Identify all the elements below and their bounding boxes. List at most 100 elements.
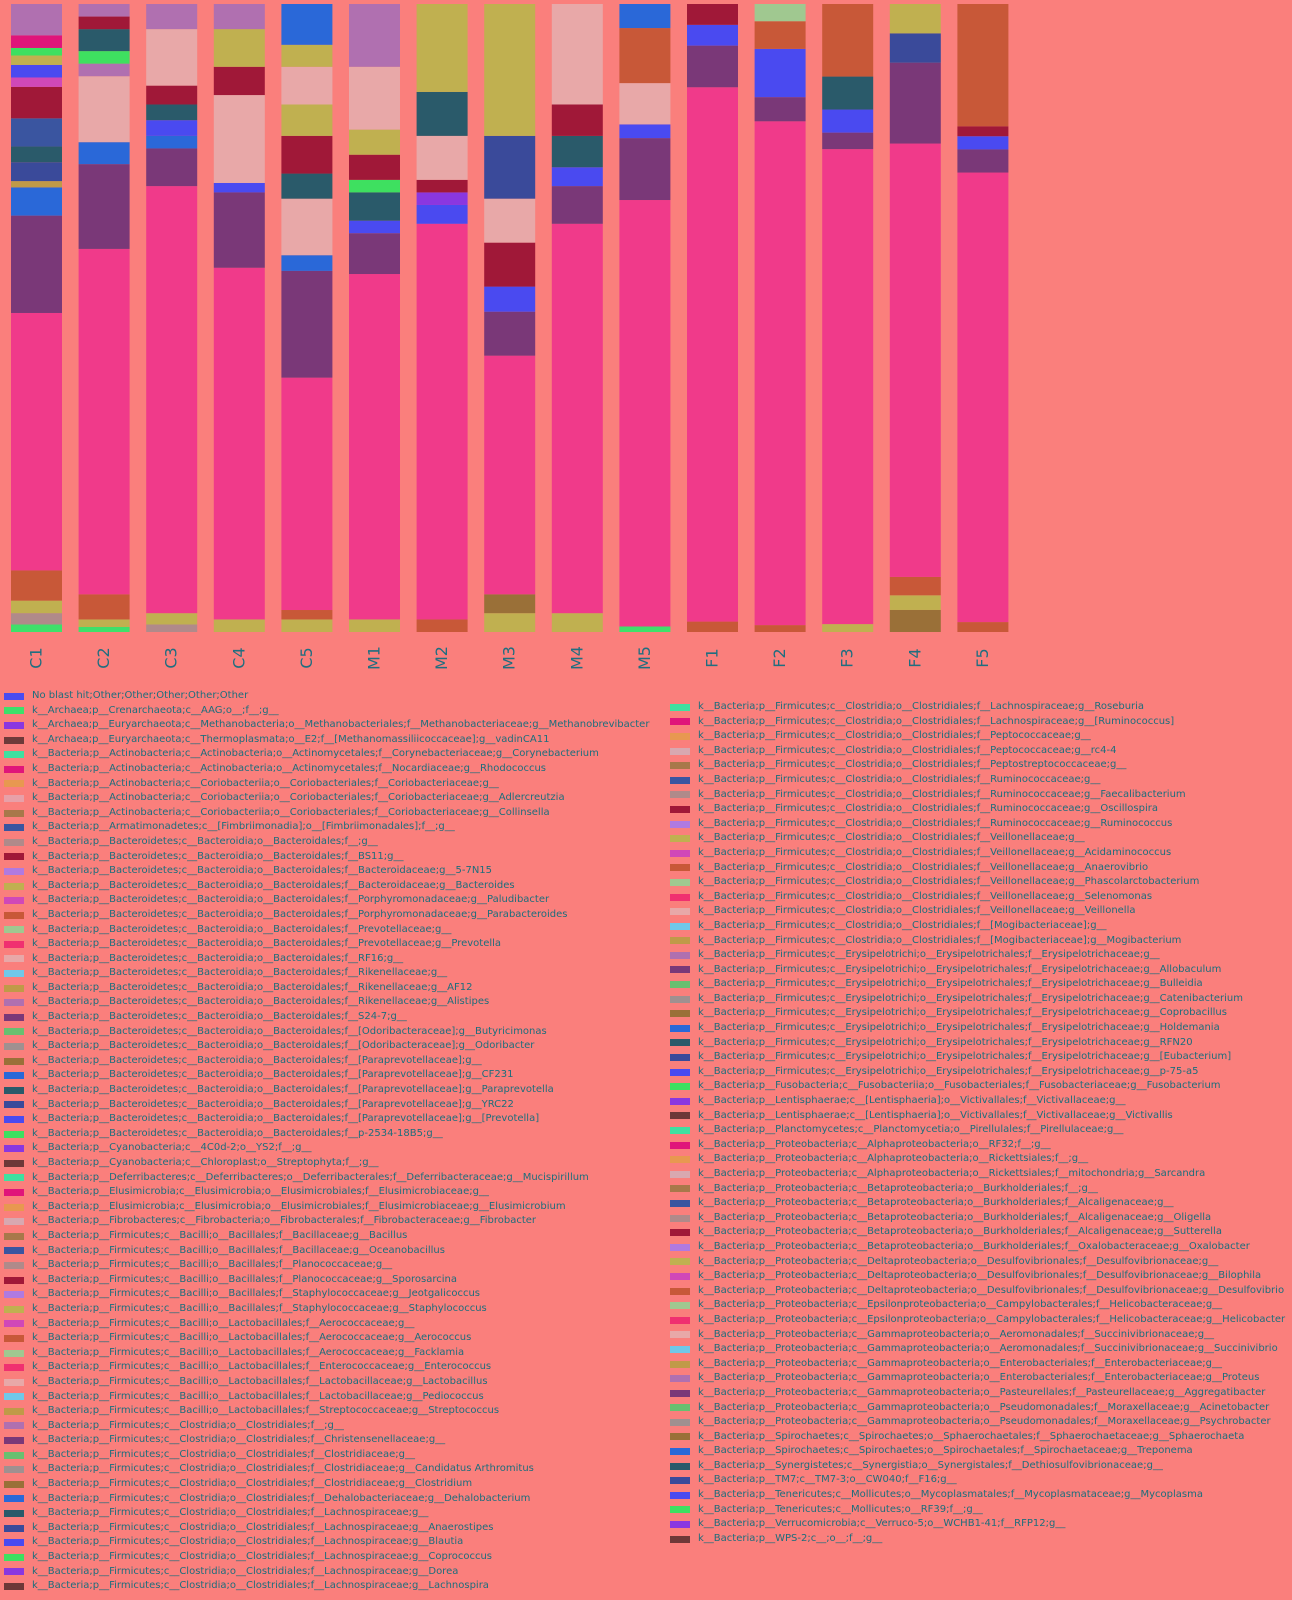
bar-segment-M3-4 — [484, 286, 536, 312]
legend-item: k__Bacteria;p__Proteobacteria;c__Deltapr… — [670, 1284, 1285, 1299]
legend-label: k__Bacteria;p__Bacteroidetes;c__Bacteroi… — [32, 1084, 554, 1096]
legend-swatch — [4, 736, 24, 744]
legend-item: k__Archaea;p__Euryarchaeota;c__Thermopla… — [4, 733, 649, 748]
bar-F2 — [754, 4, 806, 632]
legend-label: k__Bacteria;p__Proteobacteria;c__Gammapr… — [698, 1343, 1278, 1355]
bar-segment-F4-3 — [889, 143, 941, 577]
bar-segment-C1-17 — [11, 4, 62, 36]
legend-label: k__Bacteria;p__Bacteroidetes;c__Bacteroi… — [32, 981, 473, 993]
legend-label: k__Bacteria;p__Bacteroidetes;c__Bacteroi… — [32, 908, 568, 920]
bar-segment-F4-2 — [889, 576, 941, 596]
bar-segment-C3-2 — [146, 186, 198, 614]
legend-swatch — [670, 1360, 690, 1368]
bar-segment-F3-1 — [822, 149, 874, 625]
bar-segment-C5-2 — [281, 377, 333, 611]
bar-segment-C3-9 — [146, 4, 198, 30]
bar-segment-F5-1 — [957, 172, 1009, 623]
legend-label: k__Bacteria;p__Firmicutes;c__Bacilli;o__… — [32, 1390, 484, 1402]
legend-swatch — [670, 864, 690, 872]
x-tick-label-C1: C1 — [27, 647, 46, 668]
legend-item: k__Bacteria;p__Armatimonadetes;c__[Fimbr… — [4, 820, 649, 835]
bar-segment-F2-2 — [754, 97, 806, 122]
bar-M4 — [551, 4, 603, 632]
legend-label: k__Bacteria;p__Firmicutes;c__Clostridia;… — [32, 1551, 492, 1563]
legend-label: k__Bacteria;p__Lentisphaerae;c__[Lentisp… — [698, 1095, 1126, 1107]
bar-C3 — [146, 4, 198, 632]
legend-label: k__Bacteria;p__Bacteroidetes;c__Bacteroi… — [32, 952, 404, 964]
bar-segment-M5-2 — [619, 138, 671, 201]
bar-segment-F5-4 — [957, 126, 1009, 137]
bar-segment-C1-14 — [11, 55, 62, 65]
bar-segment-C1-13 — [11, 64, 62, 78]
legend-label: k__Bacteria;p__Proteobacteria;c__Alphapr… — [698, 1153, 1089, 1165]
legend-label: k__Bacteria;p__Firmicutes;c__Clostridia;… — [698, 701, 1145, 712]
legend-label: k__Bacteria;p__Firmicutes;c__Clostridia;… — [32, 1448, 415, 1460]
legend-item: k__Bacteria;p__Firmicutes;c__Clostridia;… — [4, 1506, 649, 1521]
bar-segment-C4-4 — [213, 95, 265, 183]
legend-item: k__Bacteria;p__Bacteroidetes;c__Bacteroi… — [4, 850, 649, 865]
bar-segment-M3-1 — [484, 594, 536, 614]
legend-swatch — [4, 1261, 24, 1269]
legend-swatch — [670, 1506, 690, 1514]
bar-segment-C4-6 — [213, 29, 265, 67]
legend-label: No blast hit;Other;Other;Other;Other;Oth… — [32, 690, 249, 701]
bar-segment-M2-4 — [416, 179, 468, 193]
legend-item: k__Bacteria;p__Firmicutes;c__Clostridia;… — [4, 1579, 649, 1594]
legend-item: k__Bacteria;p__Bacteroidetes;c__Bacteroi… — [4, 1025, 649, 1040]
legend-swatch — [670, 1185, 690, 1193]
legend-label: k__Bacteria;p__Actinobacteria;c__Actinob… — [32, 748, 599, 760]
legend-swatch — [670, 1448, 690, 1456]
legend-label: k__Bacteria;p__Bacteroidetes;c__Bacteroi… — [32, 1054, 482, 1066]
bar-segment-F3-3 — [822, 109, 874, 133]
legend-swatch — [4, 1524, 24, 1532]
legend-swatch — [4, 1349, 24, 1357]
bar-segment-F5-3 — [957, 136, 1009, 150]
x-tick-labels: C1 C2 C3 C4 C5 M1 M2 M3 M4 M5 F1 F2 F3 F4 F5 — [27, 646, 992, 670]
bar-segment-C3-8 — [146, 29, 198, 86]
legend-item: k__Bacteria;p__Firmicutes;c__Clostridia;… — [670, 758, 1285, 773]
legend-label: k__Bacteria;p__Bacteroidetes;c__Bacteroi… — [32, 923, 452, 935]
legend-label: k__Bacteria;p__Elusimicrobia;c__Elusimic… — [32, 1186, 489, 1198]
bar-segment-C2-4 — [78, 164, 130, 249]
bar-M5 — [619, 4, 671, 632]
legend-label: k__Bacteria;p__Proteobacteria;c__Alphapr… — [698, 1138, 1051, 1150]
bar-segment-C1-16 — [11, 35, 62, 48]
legend-swatch — [670, 1112, 690, 1120]
legend-item: k__Bacteria;p__Proteobacteria;c__Alphapr… — [670, 1152, 1285, 1167]
legend-swatch — [670, 1258, 690, 1266]
bar-M3 — [484, 4, 536, 632]
legend-swatch — [670, 937, 690, 945]
legend-label: k__Bacteria;p__Fibrobacteres;c__Fibrobac… — [32, 1215, 537, 1227]
legend-item: k__Bacteria;p__Proteobacteria;c__Betapro… — [670, 1196, 1285, 1211]
legend-item: k__Bacteria;p__Proteobacteria;c__Betapro… — [670, 1240, 1285, 1255]
legend-swatch — [4, 1291, 24, 1299]
legend-item: k__Bacteria;p__Firmicutes;c__Clostridia;… — [670, 802, 1285, 817]
legend-label: k__Bacteria;p__Fusobacteria;c__Fusobacte… — [698, 1080, 1221, 1092]
legend-item: k__Bacteria;p__Bacteroidetes;c__Bacteroi… — [4, 966, 649, 981]
bar-segment-C1-15 — [11, 47, 62, 56]
legend-label: k__Bacteria;p__Firmicutes;c__Erysipelotr… — [698, 963, 1222, 975]
legend-item: k__Bacteria;p__Firmicutes;c__Clostridia;… — [4, 1433, 649, 1448]
legend-label: k__Bacteria;p__Firmicutes;c__Erysipelotr… — [698, 949, 1160, 961]
legend-item: k__Bacteria;p__Firmicutes;c__Clostridia;… — [4, 1477, 649, 1492]
bar-segment-C1-8 — [11, 162, 62, 182]
bar-segment-F5-0 — [957, 622, 1009, 632]
legend-swatch — [4, 1378, 24, 1386]
legend-item: k__Bacteria;p__Firmicutes;c__Clostridia;… — [670, 744, 1285, 759]
legend-swatch — [670, 732, 690, 740]
legend-swatch — [4, 1028, 24, 1036]
legend-label: k__Bacteria;p__Tenericutes;c__Mollicutes… — [698, 1503, 983, 1515]
legend-item: k__Bacteria;p__Firmicutes;c__Clostridia;… — [670, 846, 1285, 861]
bar-segment-C1-11 — [11, 86, 62, 119]
bar-segment-C2-0 — [78, 626, 130, 632]
legend-swatch — [670, 1127, 690, 1135]
legend-label: k__Bacteria;p__Firmicutes;c__Bacilli;o__… — [32, 1405, 500, 1417]
legend-item: k__Bacteria;p__Firmicutes;c__Erysipelotr… — [670, 977, 1285, 992]
bar-segment-F4-0 — [889, 609, 941, 632]
legend-swatch — [4, 1101, 24, 1109]
legend-swatch — [670, 805, 690, 813]
legend-item: k__Bacteria;p__Firmicutes;c__Bacilli;o__… — [4, 1317, 649, 1332]
legend-label: k__Bacteria;p__Spirochaetes;c__Spirochae… — [698, 1430, 1245, 1442]
legend-item: k__Bacteria;p__Firmicutes;c__Bacilli;o__… — [4, 1404, 649, 1419]
bar-segment-C1-3 — [11, 570, 62, 601]
